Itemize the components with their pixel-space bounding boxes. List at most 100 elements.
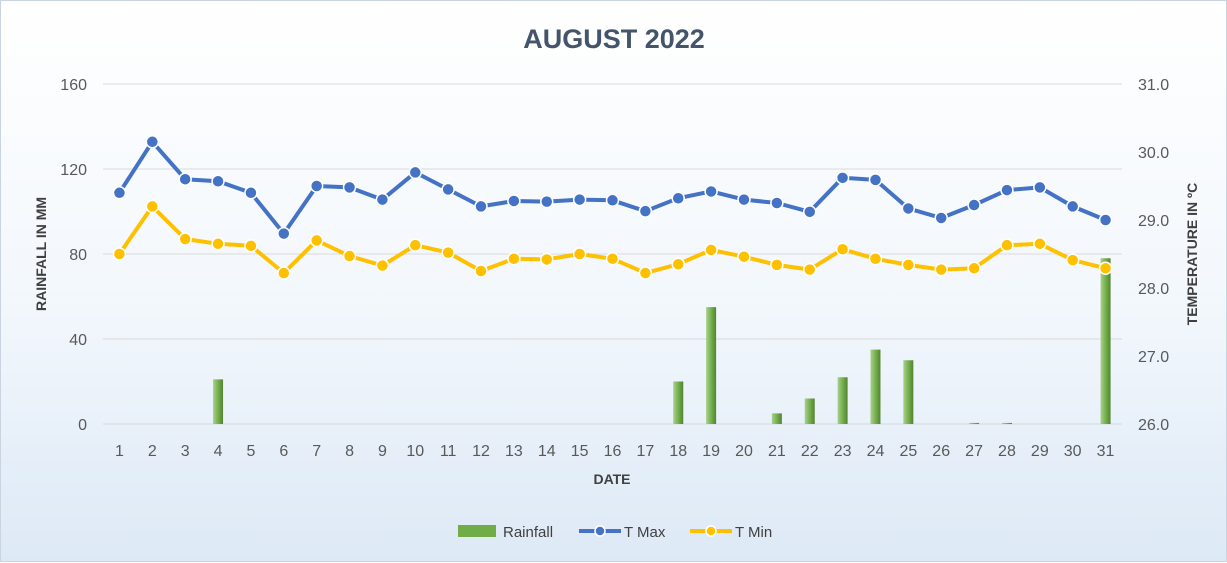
x-tick-label: 9 [378, 443, 387, 460]
y2-tick-label: 29.0 [1138, 213, 1169, 230]
rainfall-bar [903, 360, 914, 424]
point-tmax [507, 194, 521, 208]
point-tmax [802, 205, 817, 219]
point-tmin [145, 199, 160, 214]
point-tmin [572, 247, 587, 261]
x-tick-label: 28 [998, 443, 1016, 460]
y2-tick-label: 30.0 [1138, 145, 1169, 162]
point-tmax [770, 196, 784, 210]
y-tick-label: 120 [60, 162, 87, 179]
point-tmin [1098, 261, 1113, 276]
point-tmin [671, 257, 685, 271]
point-tmax [572, 192, 587, 207]
rainfall-bar [673, 381, 684, 424]
point-tmax [309, 179, 324, 193]
x-tick-label: 22 [801, 443, 819, 460]
rainfall-bar [1100, 258, 1111, 424]
point-tmin [934, 262, 948, 277]
y-axis-title: RAINFALL IN MM [33, 197, 49, 311]
point-tmin [901, 258, 916, 272]
y-tick-label: 0 [78, 417, 87, 434]
legend-marker-tmin [705, 525, 717, 537]
rainfall-bar [771, 413, 782, 424]
x-tick-label: 8 [345, 443, 354, 460]
x-tick-label: 6 [279, 443, 288, 460]
x-axis-title: DATE [593, 471, 630, 487]
x-tick-label: 19 [702, 443, 720, 460]
point-tmin [277, 266, 291, 280]
y2-tick-label: 26.0 [1138, 417, 1169, 434]
y2-tick-label: 28.0 [1138, 281, 1169, 298]
point-tmax [704, 184, 718, 199]
legend-label-rainfall: Rainfall [503, 524, 553, 541]
point-tmin [244, 239, 258, 253]
point-tmin [1000, 238, 1014, 252]
rainfall-bar [804, 398, 815, 424]
rainfall-bars [213, 258, 1111, 424]
point-tmin [1065, 253, 1080, 267]
point-tmax [868, 173, 883, 187]
point-tmax [1065, 199, 1080, 214]
legend: Rainfall T Max T Min [458, 524, 772, 541]
chart-title: AUGUST 2022 [523, 24, 705, 54]
rainfall-bar [969, 422, 980, 424]
x-tick-label: 25 [899, 443, 917, 460]
x-tick-label: 15 [571, 443, 589, 460]
x-tick-label: 3 [181, 443, 190, 460]
x-tick-label: 29 [1031, 443, 1049, 460]
legend-swatch-rainfall [458, 525, 496, 537]
rainfall-bar [706, 307, 717, 424]
point-tmax [474, 199, 488, 214]
point-tmin [178, 232, 192, 246]
point-tmin [737, 249, 751, 264]
point-tmin [835, 242, 850, 256]
point-tmax [244, 186, 258, 200]
point-tmax [901, 201, 916, 216]
point-tmin [507, 252, 521, 266]
point-tmin [112, 247, 127, 261]
point-tmin [309, 233, 324, 248]
point-tmin [868, 252, 883, 266]
legend-item-rainfall: Rainfall [458, 524, 553, 541]
point-tmin [375, 258, 390, 273]
point-tmax [605, 193, 620, 208]
point-tmax [638, 204, 653, 218]
y-tick-label: 80 [69, 247, 87, 264]
y2-tick-label: 31.0 [1138, 77, 1169, 94]
x-tick-label: 23 [834, 443, 852, 460]
y2-tick-label: 27.0 [1138, 349, 1169, 366]
x-tick-label: 26 [932, 443, 950, 460]
x-tick-label: 27 [965, 443, 983, 460]
x-tick-label: 31 [1097, 443, 1115, 460]
point-tmax [178, 172, 192, 186]
x-tick-label: 16 [604, 443, 622, 460]
legend-label-tmin: T Min [735, 524, 772, 541]
point-tmin [408, 238, 423, 252]
x-tick-label: 11 [440, 443, 457, 460]
y-tick-label: 160 [60, 77, 87, 94]
rainfall-bar [837, 377, 848, 424]
x-tick-label: 20 [735, 443, 753, 460]
x-tick-label: 2 [148, 443, 157, 460]
point-tmin [605, 252, 620, 266]
point-tmin [967, 261, 981, 276]
point-tmax [835, 171, 850, 185]
x-tick-label: 5 [246, 443, 255, 460]
point-tmax [408, 165, 423, 180]
y2-axis-title: TEMPERATURE IN ºC [1184, 183, 1200, 326]
point-tmax [112, 186, 127, 200]
x-tick-label: 17 [636, 443, 654, 460]
point-tmax [145, 135, 160, 149]
legend-marker-tmax [594, 525, 606, 537]
x-tick-label: 21 [768, 443, 786, 460]
point-tmin [540, 252, 554, 267]
point-tmax [342, 180, 357, 195]
x-tick-label: 14 [538, 443, 556, 460]
x-tick-label: 4 [214, 443, 223, 460]
point-tmin [770, 258, 784, 272]
point-tmax [967, 198, 981, 212]
x-tick-label: 18 [669, 443, 687, 460]
